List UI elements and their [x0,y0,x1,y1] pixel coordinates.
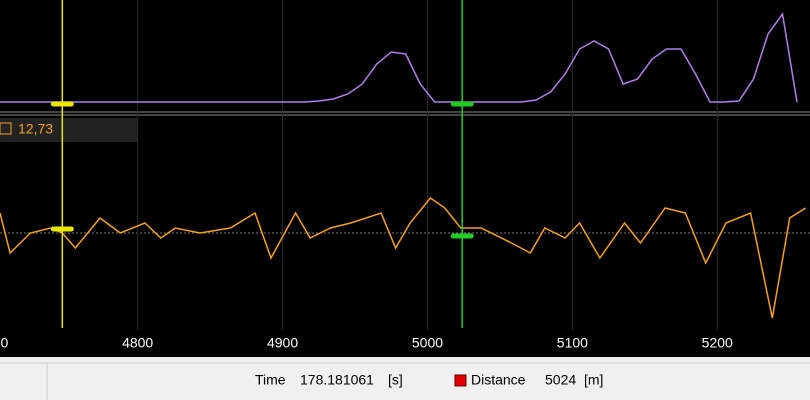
distance-value: 5024 [545,372,576,388]
time-unit: [s] [388,372,403,388]
delta-box [0,118,138,142]
trace-line [0,196,807,319]
x-tick-label: 5000 [412,335,443,351]
x-tick-label: 4900 [267,335,298,351]
distance-legend-icon [454,374,467,387]
plot-background [0,0,810,356]
time-value: 178.181061 [300,372,374,388]
status-bar [0,357,810,400]
distance-unit: [m] [584,372,603,388]
x-tick-label: 5200 [702,335,733,351]
trace-line [0,12,798,103]
time-label: Time [255,372,286,388]
distance-label: Distance [471,372,526,388]
x-tick-label: 4700 [0,335,9,351]
x-tick-label: 5100 [557,335,588,351]
delta-icon [0,122,12,135]
x-tick-label: 4800 [122,335,153,351]
delta-value: 12,73 [18,121,53,137]
